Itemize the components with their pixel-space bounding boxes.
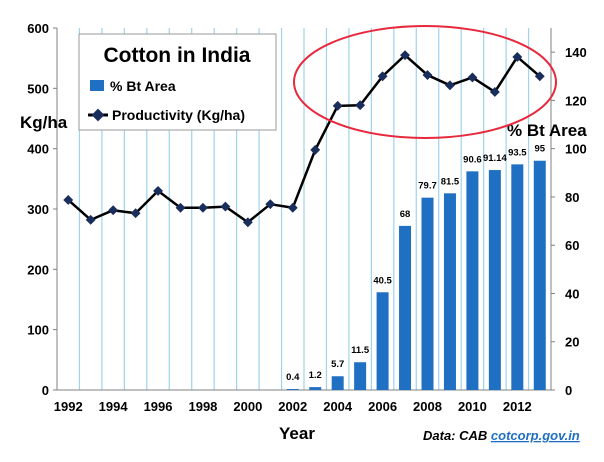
right-tick-label: 100 <box>565 142 587 157</box>
x-tick-label: 1998 <box>188 399 217 414</box>
bar-value-label: 1.2 <box>309 370 322 381</box>
left-tick-label: 200 <box>27 262 49 277</box>
bt-area-bar-labels: 0.4 1.2 5.7 11.5 40.5 68 79.7 81.590.6 91.1493.5… <box>286 144 546 383</box>
data-source-link[interactable]: cotcorp.gov.in <box>491 428 580 443</box>
chart-title: Cotton in India <box>104 44 251 67</box>
x-tick-label: 2000 <box>233 399 262 414</box>
bar-bt-area <box>533 160 546 390</box>
left-tick-label: 300 <box>27 202 49 217</box>
bar-bt-area <box>443 193 456 390</box>
x-axis-ticks: 1992 1994 1996 1998 2000 2002 2004 2006 2008 2010… <box>54 399 532 414</box>
productivity-point <box>512 52 523 62</box>
right-tick-label: 60 <box>565 238 579 253</box>
bar-value-label: 11.5 <box>351 345 370 356</box>
x-tick-label: 1992 <box>54 399 83 414</box>
bar-value-label: 81.5 <box>441 176 460 187</box>
bar-bt-area <box>286 389 299 390</box>
productivity-point <box>287 202 298 213</box>
right-tick-label: 20 <box>565 335 579 350</box>
bar-value-label: 91.14 <box>483 153 507 164</box>
bar-bt-area <box>331 376 344 390</box>
bar-value-label: 68 <box>400 209 411 220</box>
productivity-point <box>265 199 276 210</box>
bar-bt-area <box>309 387 322 390</box>
x-tick-label: 2010 <box>458 399 487 414</box>
bar-value-label: 93.5 <box>508 147 527 158</box>
productivity-point <box>130 208 141 219</box>
x-tick-label: 1996 <box>144 399 173 414</box>
bar-bt-area <box>399 225 412 390</box>
left-tick-label: 600 <box>27 21 49 36</box>
productivity-point <box>220 201 231 212</box>
x-tick-label: 2002 <box>278 399 307 414</box>
bar-value-label: 40.5 <box>373 275 392 286</box>
bar-bt-area <box>354 362 367 390</box>
right-axis-ticks: 0 20 40 60 80 100 120 140 <box>551 45 587 398</box>
left-tick-label: 500 <box>27 81 49 96</box>
bar-bt-area <box>466 171 479 390</box>
left-tick-label: 400 <box>27 142 49 157</box>
productivity-point <box>445 80 455 91</box>
left-axis-ticks: 0 100 200 300 400 500 600 <box>27 21 57 398</box>
x-tick-label: 2012 <box>503 399 532 414</box>
productivity-point <box>332 100 343 111</box>
productivity-point <box>153 185 163 196</box>
bar-bt-area <box>511 164 524 390</box>
productivity-point <box>108 205 119 216</box>
bar-bt-area <box>376 292 389 390</box>
bar-bt-area <box>488 170 501 390</box>
productivity-point <box>242 217 253 228</box>
productivity-point <box>85 214 96 225</box>
right-tick-label: 80 <box>565 190 579 205</box>
bar-value-label: 0.4 <box>286 372 300 383</box>
legend-label-bt-area: % Bt Area <box>110 78 176 94</box>
bar-value-label: 79.7 <box>418 181 437 192</box>
x-tick-label: 2004 <box>323 399 353 414</box>
legend-label-productivity: Productivity (Kg/ha) <box>112 107 245 123</box>
legend-background <box>78 33 277 131</box>
left-axis-label: Kg/ha <box>20 113 68 132</box>
right-tick-label: 0 <box>565 383 572 398</box>
data-source-prefix: Data: CAB <box>423 428 491 443</box>
productivity-point <box>310 144 321 155</box>
bar-bt-area <box>421 197 434 390</box>
right-axis-label: % Bt Area <box>507 121 587 140</box>
bt-area-bars <box>286 160 546 390</box>
right-tick-label: 120 <box>565 93 587 108</box>
data-source-note: Data: CAB cotcorp.gov.in <box>423 428 580 443</box>
left-tick-label: 0 <box>42 383 49 398</box>
productivity-point <box>63 195 74 205</box>
x-axis-label: Year <box>279 424 315 443</box>
bar-value-label: 95 <box>534 144 545 155</box>
x-tick-label: 2006 <box>368 399 397 414</box>
legend-box: Cotton in India % Bt Area Productivity (… <box>78 33 277 131</box>
x-tick-label: 1994 <box>99 399 129 414</box>
productivity-point <box>534 71 545 82</box>
legend-swatch-bt-area <box>90 80 104 91</box>
productivity-line <box>67 53 541 224</box>
x-tick-label: 2008 <box>413 399 442 414</box>
right-tick-label: 140 <box>565 45 587 60</box>
bar-value-label: 5.7 <box>331 359 344 370</box>
highlight-ellipse <box>293 25 557 139</box>
bar-value-label: 90.6 <box>463 154 482 165</box>
productivity-point <box>175 202 186 213</box>
left-tick-label: 100 <box>27 323 49 338</box>
right-tick-label: 40 <box>565 286 579 301</box>
productivity-line-series <box>63 50 545 228</box>
productivity-point <box>198 202 208 213</box>
